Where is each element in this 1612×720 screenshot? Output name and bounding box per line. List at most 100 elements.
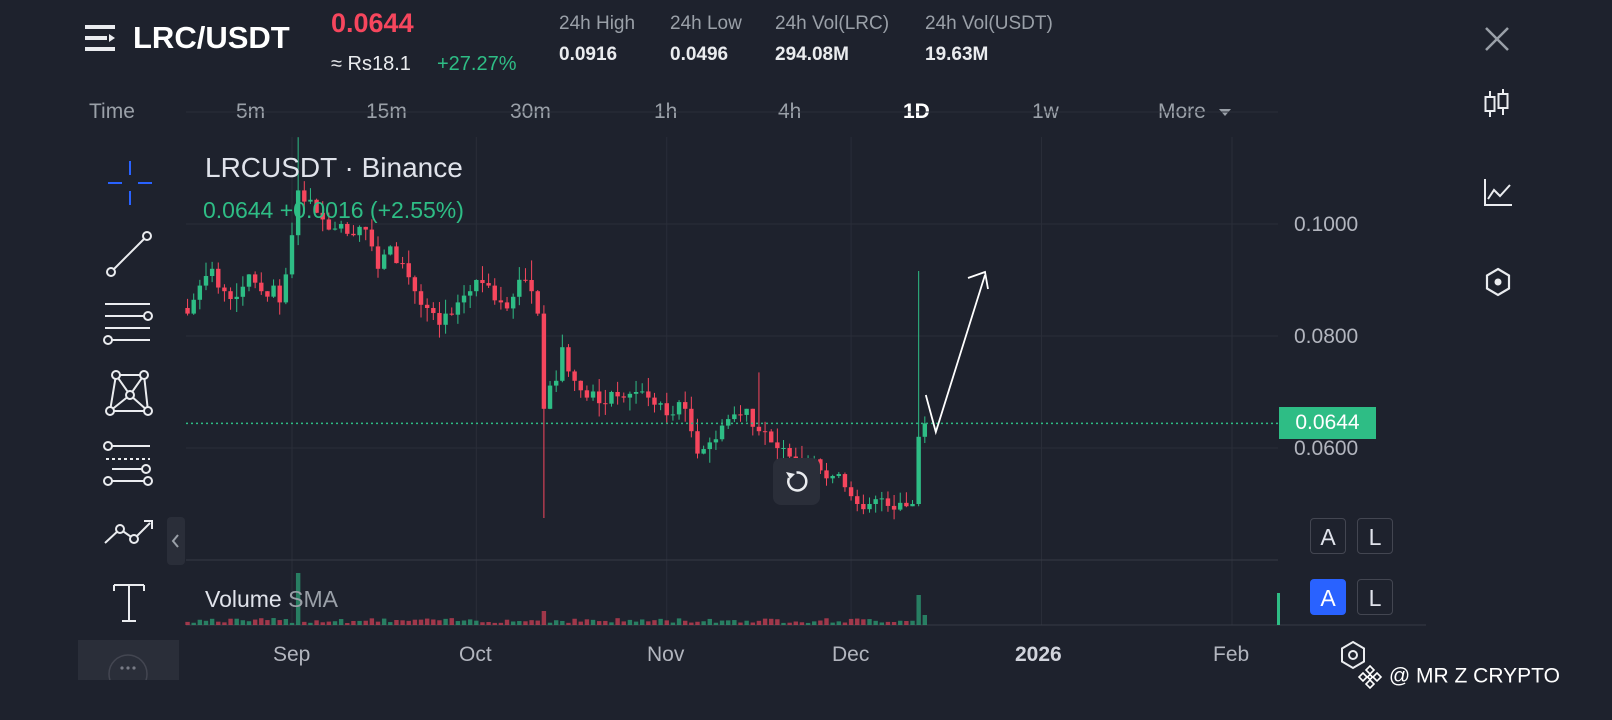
tab-15m[interactable]: 15m	[366, 100, 407, 123]
tab-4h[interactable]: 4h	[778, 100, 802, 123]
candle-body	[388, 246, 393, 255]
pair-title[interactable]: LRC/USDT	[133, 20, 290, 55]
candle-body	[443, 313, 448, 325]
log-scale-toggle-volume[interactable]: L	[1357, 579, 1393, 615]
watermark-text: @ MR Z CRYPTO	[1388, 664, 1560, 688]
volume-bar	[756, 620, 762, 625]
x-tick-label: Nov	[647, 643, 685, 666]
collapse-toolbar-button[interactable]	[167, 517, 185, 565]
auto-scale-toggle-volume[interactable]: A	[1310, 579, 1346, 615]
volume-bar	[652, 620, 657, 625]
candle-body	[707, 442, 712, 450]
fib-levels-icon[interactable]	[100, 295, 160, 355]
volume-bar	[203, 620, 209, 625]
volume-bar	[695, 621, 700, 625]
tab-30m[interactable]: 30m	[510, 100, 551, 123]
volume-bar	[689, 622, 694, 625]
volume-bar	[234, 618, 239, 625]
stat-value: 19.63M	[925, 44, 989, 65]
stat-label: 24h Vol(USDT)	[925, 13, 1053, 34]
volume-bar	[461, 620, 467, 625]
x-tick-label: Dec	[832, 643, 870, 666]
candle-body	[848, 487, 854, 497]
volume-bar	[818, 620, 823, 625]
candle-body	[658, 403, 663, 405]
candle-body	[756, 426, 762, 432]
pattern-icon[interactable]	[100, 365, 160, 425]
volume-bar	[609, 622, 614, 625]
volume-bar	[867, 619, 872, 625]
volume-bar	[732, 620, 737, 625]
candle-body	[467, 291, 473, 296]
polyline-icon[interactable]	[100, 505, 160, 565]
candlestick-icon[interactable]	[1483, 88, 1511, 120]
candle-body	[762, 431, 768, 433]
volume-bar	[683, 620, 688, 625]
volume-bar	[197, 619, 203, 625]
volume-bar	[596, 621, 602, 625]
candle-body	[689, 408, 694, 432]
indicator-icon[interactable]	[1483, 177, 1513, 207]
candle-body	[922, 423, 928, 437]
tab-1d[interactable]: 1D	[903, 100, 930, 123]
candle-body	[338, 224, 344, 229]
candle-body	[664, 403, 669, 416]
tab-time[interactable]: Time	[89, 100, 135, 123]
volume-bar	[584, 619, 590, 625]
volume-bar	[572, 618, 577, 625]
volume-bar	[302, 621, 307, 625]
hexagon-icon[interactable]	[1484, 267, 1512, 297]
volume-bar	[424, 618, 430, 625]
candle-body	[584, 390, 590, 398]
menu-icon[interactable]	[85, 22, 119, 56]
candle-body	[787, 448, 792, 457]
log-scale-toggle-price[interactable]: L	[1357, 518, 1393, 554]
candle-body	[283, 274, 289, 303]
candle-body	[535, 291, 540, 314]
y-tick-label: 0.0600	[1294, 437, 1359, 460]
tab-more[interactable]: More	[1158, 100, 1232, 124]
stat-label: 24h High	[559, 13, 636, 34]
volume-bar	[388, 622, 393, 625]
tab-1w[interactable]: 1w	[1032, 100, 1059, 123]
candle-body	[228, 291, 233, 300]
volume-bar	[830, 622, 835, 625]
candle-body	[719, 425, 725, 440]
candle-body	[400, 263, 405, 265]
volume-bar	[744, 620, 749, 625]
volume-bar	[498, 622, 504, 625]
candle-body	[424, 304, 430, 308]
auto-scale-toggle-price[interactable]: A	[1310, 518, 1346, 554]
text-tool-icon[interactable]	[100, 575, 160, 635]
volume-bar	[535, 620, 540, 625]
x-tick-label: Feb	[1213, 643, 1250, 666]
volume-bar	[824, 618, 829, 625]
volume-bar	[474, 620, 479, 625]
volume-bar	[910, 620, 915, 625]
chart-settings-icon[interactable]	[1339, 640, 1367, 670]
volume-bar	[394, 619, 399, 625]
candle-body	[455, 302, 461, 315]
candle-body	[381, 254, 387, 269]
x-tick-label: 2026	[1015, 643, 1062, 666]
more-icon	[108, 654, 148, 694]
more-options-button[interactable]	[78, 640, 179, 694]
tab-5m[interactable]: 5m	[236, 100, 266, 123]
volume-bar	[621, 621, 626, 625]
candle-body	[369, 229, 375, 247]
candle-body	[873, 499, 878, 504]
candle-body	[234, 296, 239, 300]
candle-body	[879, 498, 885, 500]
y-tick-label: 0.0800	[1294, 325, 1359, 348]
close-icon[interactable]	[1483, 25, 1511, 53]
tab-1h[interactable]: 1h	[654, 100, 678, 123]
candle-body	[603, 403, 608, 405]
reset-chart-button[interactable]	[773, 458, 820, 505]
candle-body	[357, 226, 362, 236]
volume-bar	[726, 620, 731, 625]
volume-bar	[412, 619, 418, 625]
forecast-icon[interactable]	[100, 435, 160, 495]
crosshair-icon[interactable]	[100, 155, 160, 215]
candle-body	[197, 285, 203, 300]
trend-line-icon[interactable]	[100, 225, 160, 285]
